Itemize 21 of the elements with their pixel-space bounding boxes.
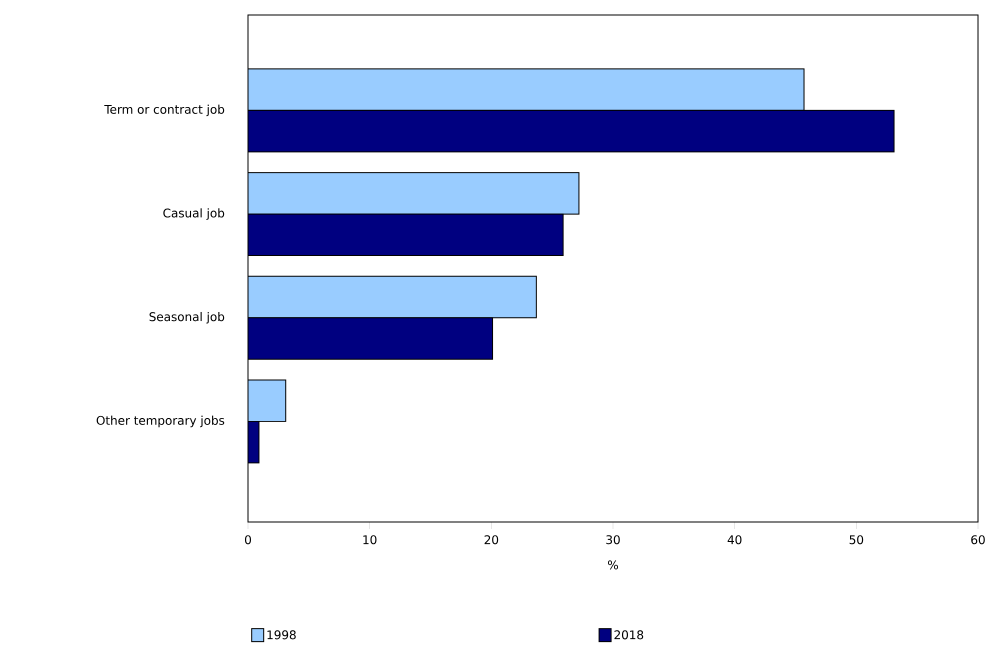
x-axis-title: % bbox=[608, 560, 618, 570]
legend-label: 2018 bbox=[614, 630, 644, 640]
x-tick-label: 10 bbox=[363, 535, 376, 544]
bar bbox=[248, 68, 805, 111]
bar bbox=[248, 276, 537, 318]
x-tick-label: 20 bbox=[484, 535, 498, 544]
x-tick-label: 60 bbox=[971, 535, 985, 544]
x-tick-label: 40 bbox=[728, 535, 742, 544]
bar bbox=[248, 317, 494, 360]
y-tick-label: Other temporary jobs bbox=[96, 416, 224, 428]
y-tick-label: Term or contract job bbox=[104, 104, 224, 116]
bar bbox=[248, 214, 564, 256]
bar bbox=[248, 110, 895, 152]
bar bbox=[248, 172, 580, 215]
x-tick-label: 50 bbox=[850, 535, 864, 544]
legend-label: 1998 bbox=[267, 630, 296, 640]
x-tick-label: 30 bbox=[606, 535, 620, 544]
y-tick-label: Casual job bbox=[163, 208, 224, 220]
y-tick-label: Seasonal job bbox=[150, 312, 224, 324]
bar bbox=[248, 379, 286, 422]
x-tick-label: 0 bbox=[244, 535, 252, 544]
